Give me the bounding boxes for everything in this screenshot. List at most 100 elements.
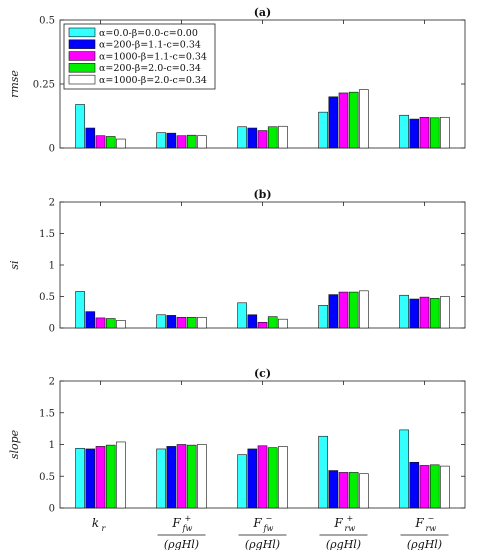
x-category-label: F −fw (ρgHl): [238, 514, 287, 550]
bar: [197, 444, 207, 509]
category-superscript: +: [185, 514, 192, 523]
bar: [176, 444, 187, 509]
bar: [75, 291, 85, 329]
bar: [156, 448, 166, 509]
bar: [429, 464, 440, 509]
category-symbol: F: [414, 516, 424, 530]
bar: [429, 298, 440, 329]
bar: [399, 114, 409, 149]
bar: [237, 454, 247, 509]
bar: [75, 104, 85, 149]
legend-entry: α=200-β=2.0-c=0.34: [99, 63, 201, 74]
bar: [186, 444, 197, 509]
category-symbol: k: [92, 516, 99, 530]
bar: [409, 461, 420, 509]
bar: [440, 116, 450, 149]
category-subscript: rw: [426, 524, 437, 533]
category-superscript: −: [428, 514, 435, 523]
bar: [348, 91, 359, 149]
bar: [85, 127, 96, 149]
bar: [419, 296, 430, 329]
category-superscript: −: [266, 514, 273, 523]
legend-swatch: [68, 51, 96, 61]
bar: [419, 465, 430, 509]
category-denominator: (ρgHl): [164, 538, 199, 550]
legend-entry: α=0.0-β=0.0-c=0.00: [99, 28, 198, 39]
bar: [318, 111, 328, 149]
category-subscript: r: [102, 524, 107, 533]
bar: [278, 318, 288, 329]
panel-title: (c): [254, 367, 271, 380]
y-tick-label: 2: [49, 198, 55, 209]
y-tick-label: 1: [49, 440, 55, 451]
legend-entry: α=1000-β=2.0-c=0.34: [99, 75, 207, 86]
bar: [247, 127, 258, 149]
bar: [359, 473, 369, 509]
y-axis-label: rmse: [8, 70, 21, 98]
legend-entry: α=200-β=1.1-c=0.34: [99, 40, 201, 51]
category-subscript: rw: [345, 524, 356, 533]
bar: [166, 132, 177, 149]
y-tick-label: 2: [49, 377, 55, 388]
x-category-label: F −rw (ρgHl): [400, 514, 449, 550]
bar: [116, 320, 126, 329]
y-tick-label: 0.25: [33, 80, 55, 91]
category-denominator: (ρgHl): [326, 538, 361, 550]
bar: [105, 136, 116, 149]
bar: [176, 316, 187, 329]
bar: [338, 92, 349, 149]
legend-entry: α=1000-β=1.1-c=0.34: [99, 51, 207, 62]
y-tick-label: 0: [49, 504, 55, 515]
y-tick-label: 0.5: [39, 292, 55, 303]
y-tick-label: 0.5: [39, 472, 55, 483]
bar: [267, 126, 278, 149]
legend-swatch: [68, 74, 96, 85]
bar: [247, 448, 258, 509]
bar: [429, 117, 440, 149]
legend-swatch: [68, 63, 96, 73]
bar: [247, 314, 258, 329]
panel-1: (a)rmse00.250.5α=0.0-β=0.0-c=0.00α=200-β…: [8, 6, 466, 155]
category-subscript: fw: [263, 524, 274, 533]
bar: [166, 315, 177, 329]
bar: [348, 472, 359, 509]
bar: [409, 298, 420, 329]
bar: [237, 126, 247, 149]
bar: [267, 447, 278, 509]
bar: [278, 446, 288, 509]
bar: [419, 116, 430, 149]
bar: [105, 318, 116, 329]
y-tick-label: 1: [49, 261, 55, 272]
bar: [318, 305, 328, 329]
bar: [197, 135, 207, 149]
category-denominator: (ρgHl): [407, 538, 442, 550]
bar: [338, 291, 349, 329]
category-subscript: fw: [182, 524, 193, 533]
bar: [95, 135, 106, 149]
y-tick-label: 0.5: [39, 16, 55, 27]
bar: [156, 132, 166, 149]
bar: [186, 316, 197, 329]
bar: [85, 448, 96, 509]
bar: [105, 444, 116, 509]
x-category-label: F +fw (ρgHl): [157, 514, 206, 550]
y-tick-label: 1.5: [39, 408, 55, 419]
category-symbol: F: [252, 516, 262, 530]
legend-swatch: [68, 27, 96, 38]
y-tick-label: 0: [49, 324, 55, 335]
bar: [237, 302, 247, 329]
panel-2: (b) si 0 0.5 1 1.5 2: [8, 188, 466, 335]
category-symbol: F: [171, 516, 181, 530]
bar: [257, 445, 268, 509]
bar: [85, 311, 96, 329]
bar: [328, 470, 339, 509]
bar: [338, 472, 349, 509]
bar: [409, 118, 420, 149]
bar: [328, 96, 339, 149]
panel-title: (a): [254, 6, 272, 19]
bar: [197, 316, 207, 329]
bar: [257, 322, 268, 329]
